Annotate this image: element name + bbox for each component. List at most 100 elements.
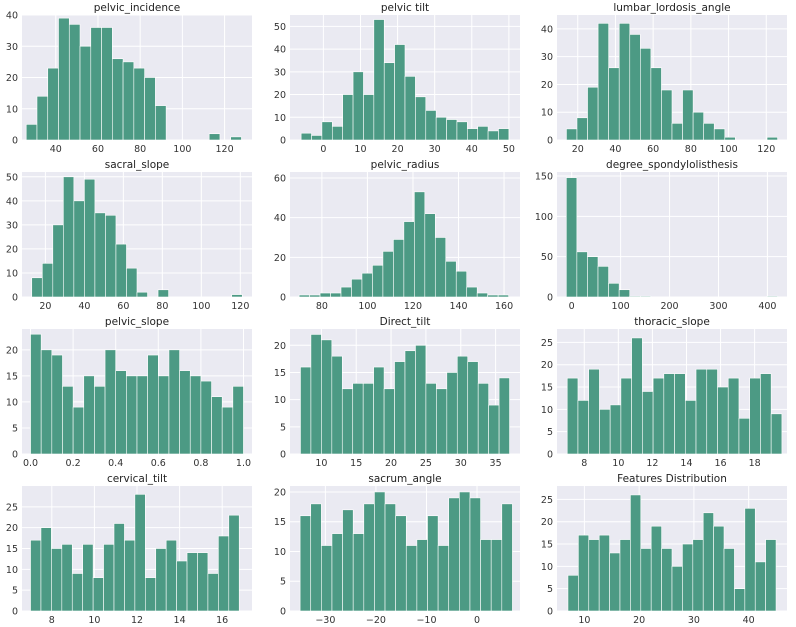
x-tick-label: 40 [78,301,90,312]
x-tick-label: 80 [316,301,328,312]
histogram-bar [467,128,479,141]
y-tick-label: 40 [274,213,286,224]
y-tick-label: 0 [12,136,18,147]
histogram-bar [618,23,631,141]
y-tick-label: 40 [274,45,286,56]
x-tick-label: 40 [743,615,755,626]
x-tick-label: 0.2 [66,458,81,469]
histogram-bar [760,373,772,455]
histogram-bar [744,508,756,612]
x-tick-label: 60 [117,301,129,312]
histogram-bar [703,123,715,141]
histogram-bar [567,574,579,612]
x-tick-label: 140 [449,301,467,312]
histogram-bar [597,266,609,298]
histogram-bar [640,48,652,141]
histogram-bar [321,545,333,612]
x-tick-label: 16 [216,615,228,626]
histogram-bar [63,176,75,298]
histogram-bar [416,539,428,612]
histogram-bar [176,560,188,612]
histogram-bar [466,286,478,298]
x-tick-label: 0.0 [23,458,38,469]
histogram-bar [309,294,321,298]
histogram-bar [734,588,746,612]
chart-title: pelvic_slope [105,316,169,328]
x-tick-label: 10 [88,615,100,626]
histogram-bar [330,292,342,298]
histogram-bar [94,212,106,298]
x-tick-label: 8 [581,458,587,469]
y-tick-label: 25 [541,338,553,349]
y-tick-label: 15 [6,544,18,555]
histogram-bar [480,539,492,612]
x-tick-label: 400 [758,301,776,312]
histogram-bar [597,23,609,141]
histogram-bar [319,292,331,298]
histogram-bar [427,515,439,612]
histogram-bar [145,577,157,612]
x-tick-label: 14 [174,615,186,626]
y-tick-label: 50 [541,252,553,263]
histogram-bar [415,345,427,455]
histogram-bar [713,525,725,612]
chart-title: sacrum_angle [368,473,441,485]
histogram-bar [51,548,63,612]
histogram-bar [331,355,343,455]
histogram-panel-0: 0 10 20 30 40 40 60 80 100 120 pelvic_incidence [6,2,252,155]
histogram-bar [41,263,54,298]
histogram-bar [497,294,509,298]
chart-title: degree_spondylolisthesis [606,159,738,171]
histogram-bar [692,539,704,612]
histogram-bar [642,391,654,455]
y-tick-label: 60 [274,173,286,184]
histogram-bar [352,533,365,612]
histogram-bar [112,58,124,141]
x-tick-label: 10 [612,458,624,469]
histogram-bar [321,339,333,455]
y-tick-label: 20 [274,90,286,101]
x-tick-label: 16 [715,458,727,469]
histogram-bar [629,295,641,298]
y-tick-label: 0 [12,293,18,304]
histogram-bar [618,289,631,298]
x-tick-label: 60 [92,144,104,155]
histogram-bar [384,503,396,612]
chart-title: pelvic tilt [381,2,429,14]
y-tick-label: 15 [541,383,553,394]
histogram-bar [186,552,198,612]
histogram-bar [706,368,718,455]
histogram-bar [363,94,375,141]
histogram-bar [446,372,458,455]
histogram-bar [394,361,406,455]
histogram-bar [136,291,148,298]
histogram-bar [599,409,611,455]
x-tick-label: 25 [420,458,432,469]
histogram-panel-10: 0 5 10 15 20 −30 −20 −10 0 sacrum_angle [274,473,520,626]
histogram-bar [435,116,447,141]
x-tick-label: 20 [39,301,51,312]
histogram-bar [652,377,665,455]
histogram-bar [383,62,395,141]
y-tick-label: 20 [541,80,553,91]
histogram-bar [218,535,230,612]
histogram-bar [467,361,479,455]
x-tick-label: 0 [320,144,326,155]
histogram-bar [179,370,191,455]
histogram-bar [702,512,714,612]
histogram-bar [488,404,500,455]
histogram-bar [232,385,244,455]
histogram-bar [576,117,588,141]
histogram-bar [40,349,53,455]
histogram-bar [342,94,354,141]
histogram-bar [766,295,779,298]
histogram-panel-6: 0 5 10 15 20 0.0 0.2 0.4 0.6 0.8 1.0 pelvic_slope [6,316,252,469]
y-tick-label: 0 [547,607,553,618]
x-tick-label: 40 [609,144,621,155]
histogram-bar [629,34,641,141]
x-tick-label: 60 [647,144,659,155]
x-tick-label: 35 [490,458,502,469]
histogram-bar [113,523,125,612]
x-tick-label: 50 [503,144,515,155]
y-tick-label: 10 [274,113,286,124]
